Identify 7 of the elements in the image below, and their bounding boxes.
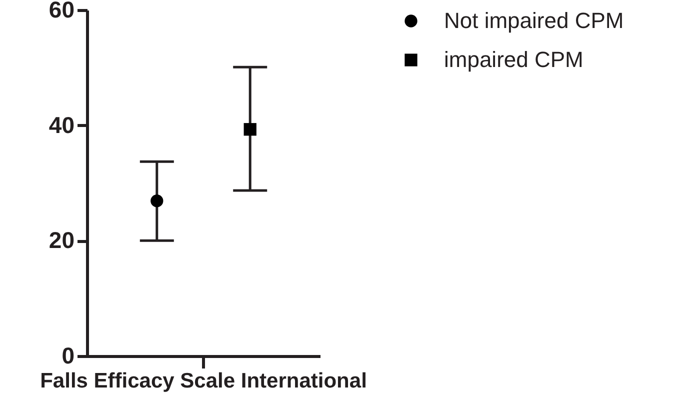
legend-label: Not impaired CPM (444, 8, 624, 33)
x-tick-label: Falls Efficacy Scale International (40, 370, 367, 392)
y-tick-label: 60 (48, 0, 74, 22)
y-tick-label: 40 (48, 112, 74, 138)
y-tick-label: 0 (62, 342, 74, 368)
legend-label: impaired CPM (444, 47, 584, 72)
y-tick-label: 20 (48, 227, 74, 254)
